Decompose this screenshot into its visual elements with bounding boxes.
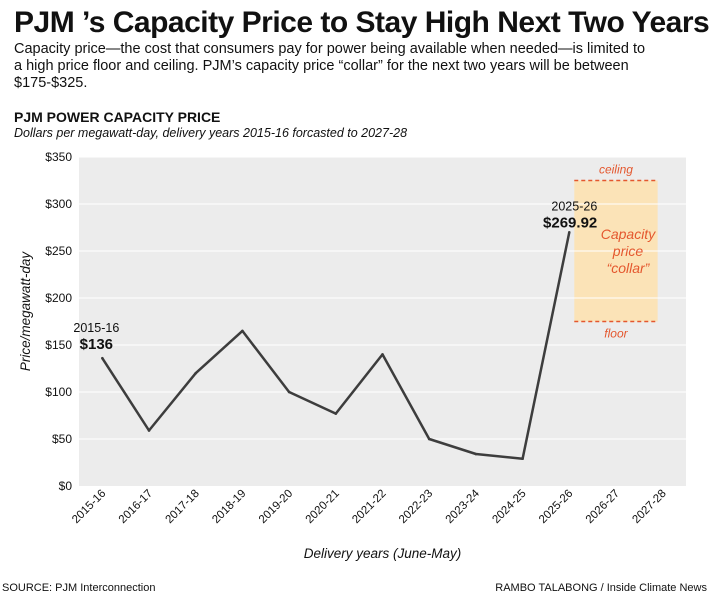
- chart-title: PJM POWER CAPACITY PRICE: [14, 109, 221, 125]
- data-point: [474, 452, 478, 456]
- x-tick-label: 2019-20: [257, 488, 295, 526]
- x-tick-label: 2017-18: [164, 488, 202, 526]
- x-tick-label: 2023-24: [444, 487, 483, 526]
- y-tick-label: $200: [45, 291, 72, 305]
- y-tick-label: $250: [45, 244, 72, 258]
- y-tick-label: $0: [59, 479, 73, 493]
- collar-label: Capacity: [601, 226, 656, 242]
- data-point: [334, 412, 338, 415]
- annotation-year: 2015-16: [73, 321, 119, 335]
- collar-label: “collar”: [607, 260, 651, 276]
- y-axis-label: Price/megawatt-day: [18, 251, 33, 372]
- x-tick-label: 2022-23: [397, 488, 435, 526]
- x-tick-label: 2027-28: [630, 488, 668, 526]
- annotation-year: 2025-26: [551, 199, 597, 213]
- x-tick-label: 2025-26: [537, 488, 575, 526]
- ceiling-label: ceiling: [599, 163, 633, 177]
- data-point: [287, 390, 291, 394]
- source-credit: SOURCE: PJM Interconnection: [2, 582, 156, 594]
- y-tick-label: $300: [45, 197, 72, 211]
- annotation-value: $136: [80, 336, 113, 353]
- x-tick-label: 2018-19: [210, 488, 248, 526]
- y-tick-label: $100: [45, 385, 72, 399]
- y-tick-label: $150: [45, 338, 72, 352]
- data-point: [567, 230, 571, 234]
- floor-label: floor: [604, 327, 628, 341]
- collar-label: price: [612, 243, 644, 259]
- data-point: [147, 429, 151, 432]
- x-tick-label: 2015-16: [70, 488, 108, 526]
- data-point: [427, 437, 431, 441]
- data-point: [381, 353, 384, 356]
- x-tick-label: 2016-17: [117, 488, 155, 526]
- data-point: [241, 329, 244, 333]
- y-tick-label: $50: [52, 432, 72, 446]
- x-tick-label: 2021-22: [350, 488, 388, 526]
- data-point: [101, 356, 104, 360]
- y-tick-label: $350: [45, 150, 72, 164]
- x-tick-label: 2026-27: [584, 488, 622, 526]
- x-tick-label: 2024-25: [490, 488, 528, 526]
- data-point: [194, 371, 198, 375]
- chart-subtitle: Dollars per megawatt-day, delivery years…: [14, 126, 408, 140]
- x-axis-label: Delivery years (June-May): [304, 546, 462, 561]
- data-point: [521, 457, 524, 461]
- annotation-value: $269.92: [543, 214, 597, 231]
- x-tick-label: 2020-21: [304, 488, 342, 526]
- dek-text: Capacity price—the cost that consumers p…: [14, 41, 646, 91]
- headline: PJM ’s Capacity Price to Stay High Next …: [14, 6, 710, 39]
- author-credit: RAMBO TALABONG / Inside Climate News: [495, 582, 707, 594]
